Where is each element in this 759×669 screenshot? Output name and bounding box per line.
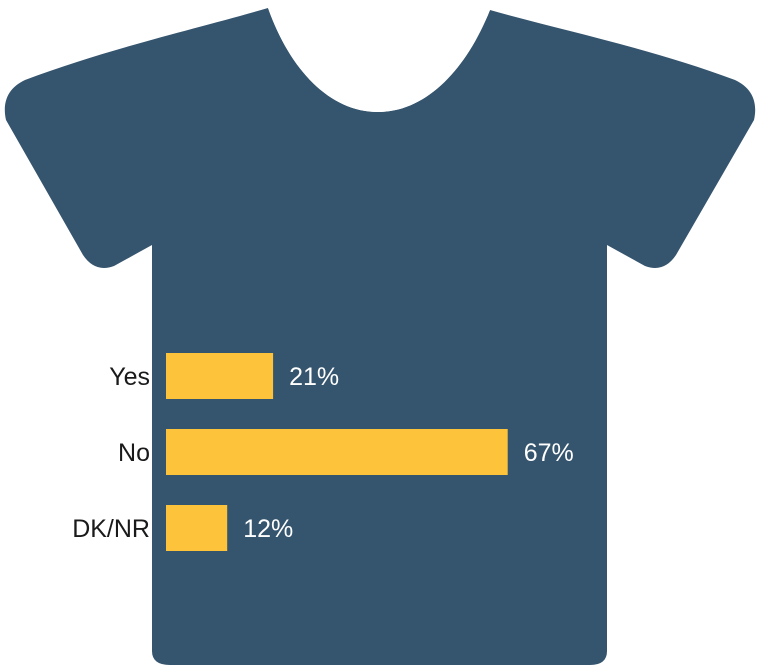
category-label: No: [118, 439, 150, 467]
category-label: Yes: [109, 363, 150, 391]
bar-no: [166, 429, 508, 475]
value-labels: 21% 67% 12%: [243, 363, 574, 543]
category-label: DK/NR: [72, 515, 150, 543]
shirt-collar: [268, 4, 490, 112]
value-label: 21%: [289, 363, 339, 391]
t-shirt-body: [4, 8, 756, 665]
value-label: 67%: [524, 439, 574, 467]
t-shirt-icon: [4, 4, 756, 665]
bar-dk-nr: [166, 505, 228, 551]
category-labels: Yes No DK/NR: [72, 363, 150, 543]
value-label: 12%: [243, 515, 293, 543]
bar-series: [166, 353, 508, 551]
bar-yes: [166, 353, 274, 399]
